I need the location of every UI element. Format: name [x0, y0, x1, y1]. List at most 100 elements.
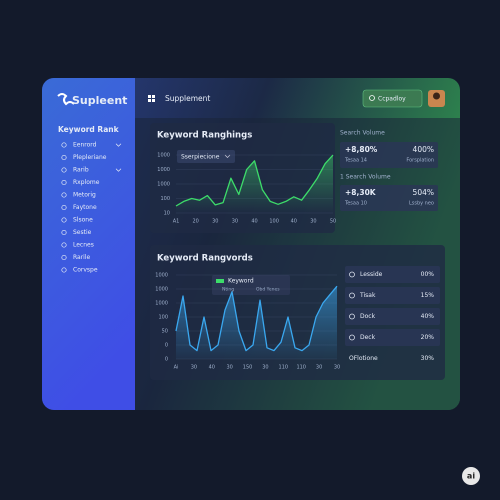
- volume-pct: 400%: [413, 145, 434, 154]
- volume-pct: 504%: [413, 188, 434, 197]
- search-text: Ccpadloy: [378, 96, 406, 103]
- y-tick-label: 100: [160, 196, 170, 202]
- x-tick-label: 150: [243, 365, 253, 371]
- legend-item: Obd Yenes: [256, 287, 280, 293]
- y-tick-label: 1000: [155, 301, 168, 307]
- sidebar: [42, 78, 135, 410]
- list-icon: [349, 271, 355, 278]
- menu-item: Rxplome: [73, 179, 100, 186]
- legend-swatch: [216, 279, 224, 283]
- list-icon: [349, 292, 355, 299]
- keywords-title: Keyword Rangvords: [157, 254, 253, 264]
- menu-item: Metorig: [73, 192, 96, 199]
- volume-card: [340, 142, 438, 168]
- list-pct: 40%: [421, 313, 435, 320]
- x-tick-label: 30: [262, 365, 268, 371]
- list-name: Deck: [360, 334, 376, 341]
- grid-icon: [148, 95, 155, 102]
- dropdown[interactable]: [177, 150, 235, 163]
- list-name: Lesside: [360, 271, 383, 278]
- menu-icon: [61, 254, 67, 261]
- avatar-head: [433, 92, 440, 100]
- menu-item: Eenrord: [73, 142, 97, 149]
- y-tick-label: 1000: [155, 273, 168, 279]
- legend-title: Keyword: [228, 278, 254, 285]
- x-tick-label: 30: [316, 365, 322, 371]
- x-tick-label: Ai: [174, 365, 179, 371]
- chevron: [115, 143, 122, 147]
- menu-item: Slsone: [73, 217, 93, 224]
- ai-badge-text: ai: [467, 472, 475, 481]
- volume-sub: Tesaa 10: [344, 201, 367, 207]
- legend-box: [212, 275, 290, 295]
- list-pct: 20%: [421, 334, 435, 341]
- volume-value: +8,30K: [345, 188, 377, 197]
- area: [176, 155, 333, 213]
- menu-icon: [61, 179, 67, 186]
- volume-card: [340, 185, 438, 211]
- rankings-title: Keyword Ranghings: [157, 131, 252, 141]
- x-tick-label: 30: [232, 219, 238, 225]
- ai-badge: [462, 467, 480, 485]
- y-tick-label: 0: [165, 357, 168, 363]
- list-pct: 15%: [421, 292, 435, 299]
- menu-icon: [61, 154, 67, 161]
- menu-icon: [61, 204, 67, 211]
- volume-title: Search Volume: [340, 130, 385, 137]
- x-tick-label: 50: [330, 219, 336, 225]
- menu-item: Rarile: [73, 254, 91, 261]
- search-button[interactable]: [362, 89, 423, 108]
- x-tick-label: 30: [334, 365, 340, 371]
- y-tick-label: 0: [165, 343, 168, 349]
- x-tick-label: 30: [212, 219, 218, 225]
- menu-icon: [61, 229, 67, 236]
- menu-item: Plepleriane: [73, 154, 107, 161]
- chevron: [115, 168, 122, 172]
- line: [175, 154, 334, 207]
- line: [175, 285, 338, 352]
- y-tick-label: 1000: [157, 167, 170, 173]
- list-pct: 30%: [421, 355, 435, 362]
- menu-icon: [61, 217, 67, 223]
- list-row: [345, 329, 440, 346]
- menu-icon: [61, 167, 67, 173]
- menu-icon: [61, 192, 67, 198]
- x-tick-label: 30: [226, 365, 232, 371]
- list-name: OFlotione: [349, 355, 378, 362]
- menu-item: Sestie: [73, 229, 92, 236]
- page-title: Supplement: [165, 94, 210, 103]
- y-tick-label: 1000: [157, 153, 170, 159]
- x-tick-label: 20: [192, 219, 198, 225]
- chevron: [224, 154, 231, 158]
- x-tick-label: 40: [291, 219, 297, 225]
- search-icon: [369, 95, 375, 101]
- menu-item: Faytone: [73, 204, 97, 211]
- menu-icon: [61, 242, 67, 248]
- sidebar-title: Keyword Rank: [58, 125, 120, 134]
- y-tick-label: 10: [164, 211, 170, 217]
- y-tick-label: 100: [158, 315, 168, 321]
- list-name: Dock: [360, 313, 376, 320]
- menu-icon: [61, 267, 67, 273]
- list-icon: [349, 313, 355, 320]
- volume-subtitle: 1 Search Volume: [340, 174, 391, 181]
- list-row: [345, 266, 440, 283]
- list-row: [345, 287, 440, 304]
- volume-value: +8,80%: [345, 145, 378, 154]
- menu-item: Lecnes: [73, 242, 94, 249]
- menu-item: Rarib: [73, 167, 89, 174]
- x-tick-label: 40: [251, 219, 257, 225]
- logo: [57, 93, 75, 106]
- x-tick-label: A1: [173, 219, 180, 225]
- y-tick-label: 1000: [155, 287, 168, 293]
- x-tick-label: 110: [279, 365, 289, 371]
- brand: Supleent: [72, 94, 127, 107]
- list-icon: [349, 334, 355, 341]
- menu-icon: [61, 142, 67, 148]
- list-name: Tisak: [359, 292, 376, 299]
- x-tick-label: 40: [209, 365, 215, 371]
- legend-item: Nting: [222, 287, 234, 293]
- menu-item: Corvspe: [73, 267, 98, 274]
